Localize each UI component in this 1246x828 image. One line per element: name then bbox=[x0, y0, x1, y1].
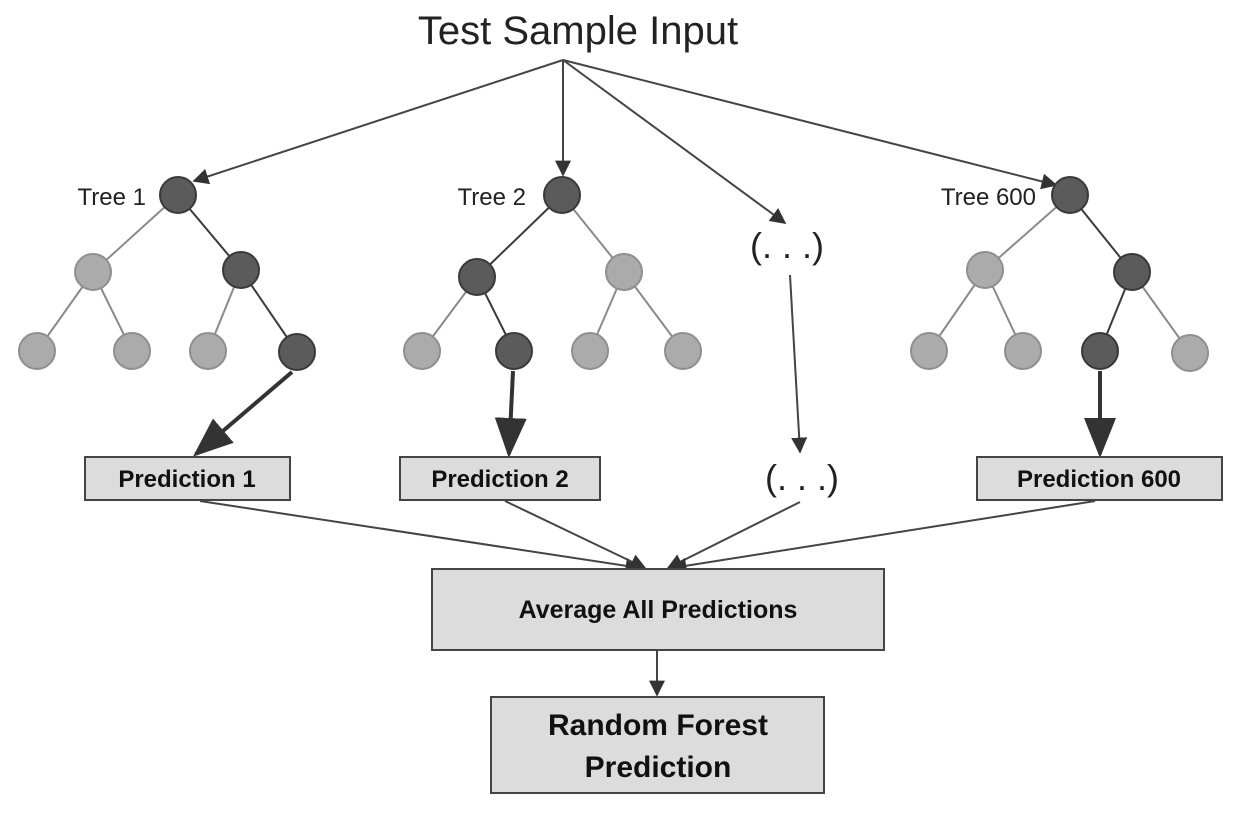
final-label-line1: Random Forest bbox=[548, 709, 768, 742]
tree-node bbox=[458, 258, 496, 296]
tree-node bbox=[1081, 332, 1119, 370]
tree-600: Tree 600 Prediction 600 bbox=[910, 176, 1223, 501]
ellipsis-label: (. . .) bbox=[750, 225, 824, 266]
prediction-label: Prediction 1 bbox=[118, 466, 255, 493]
arrow-to-ellipsis bbox=[562, 59, 787, 224]
tree-1: Tree 1 Prediction 1 bbox=[18, 176, 316, 501]
tree-node bbox=[74, 253, 112, 291]
final-label-line2: Prediction bbox=[585, 751, 732, 784]
input-arrows bbox=[192, 59, 1058, 224]
tree-label: Tree 1 bbox=[78, 184, 146, 211]
tree-node bbox=[664, 332, 702, 370]
tree-node bbox=[159, 176, 197, 214]
arrow-to-prediction bbox=[192, 370, 294, 457]
aggregation-arrows bbox=[199, 500, 1096, 574]
tree-node bbox=[1171, 334, 1209, 372]
tree-label: Tree 600 bbox=[941, 184, 1036, 211]
prediction-label: Prediction 2 bbox=[431, 466, 568, 493]
arrow-to-tree-600 bbox=[562, 59, 1058, 190]
tree-node bbox=[1004, 332, 1042, 370]
prediction-box bbox=[84, 456, 291, 501]
tree-node bbox=[18, 332, 56, 370]
tree-node bbox=[605, 253, 643, 291]
prediction-label: Prediction 600 bbox=[1017, 466, 1181, 493]
input-title: Test Sample Input bbox=[418, 9, 738, 53]
average-box bbox=[431, 568, 885, 651]
arrow-to-prediction bbox=[494, 370, 527, 458]
prediction-box bbox=[976, 456, 1223, 501]
tree-node bbox=[1113, 253, 1151, 291]
prediction-box bbox=[399, 456, 601, 501]
tree-node bbox=[543, 176, 581, 214]
tree-node bbox=[113, 332, 151, 370]
ellipsis-prediction-label: (. . .) bbox=[765, 457, 839, 498]
tree-2: Tree 2 Prediction 2 bbox=[399, 176, 702, 501]
average-label: Average All Predictions bbox=[519, 596, 798, 624]
tree-node bbox=[189, 332, 227, 370]
tree-node bbox=[403, 332, 441, 370]
tree-label: Tree 2 bbox=[458, 184, 526, 211]
tree-node bbox=[571, 332, 609, 370]
tree-node bbox=[910, 332, 948, 370]
tree-node bbox=[495, 332, 533, 370]
tree-node bbox=[222, 251, 260, 289]
more-trees: (. . .) (. . .) bbox=[750, 225, 839, 498]
ellipsis-arrow bbox=[789, 274, 808, 454]
arrow-to-tree-1 bbox=[192, 59, 564, 185]
tree-node bbox=[966, 251, 1004, 289]
tree-node bbox=[278, 333, 316, 371]
final-prediction-box bbox=[490, 696, 825, 794]
tree-node bbox=[1051, 176, 1089, 214]
